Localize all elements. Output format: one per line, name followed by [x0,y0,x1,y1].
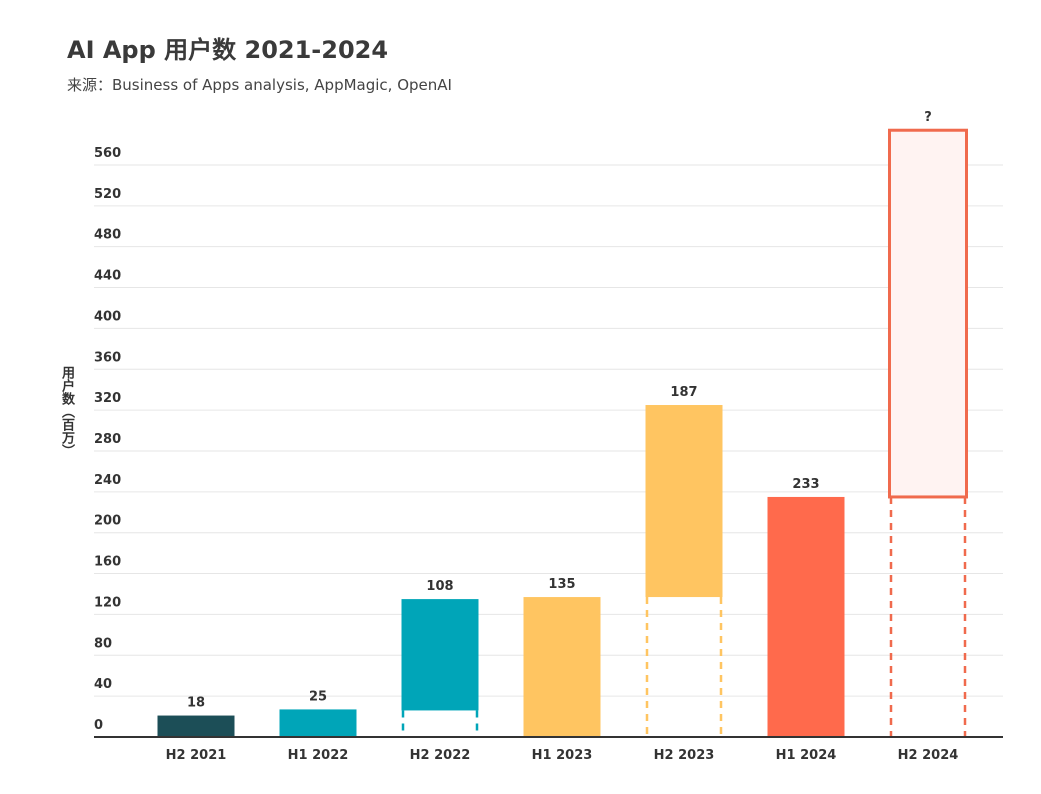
y-axis-label: 用户数（百万） [59,366,74,457]
bar [523,597,601,737]
y-tick-label: 40 [94,677,112,692]
bar [888,128,968,499]
y-tick-label: 240 [94,473,121,488]
x-tick-label: H1 2024 [776,748,837,763]
x-tick-label: H2 2021 [166,748,227,763]
chart-title: AI App 用户数 2021-2024 [67,36,389,64]
data-label: ? [924,110,932,125]
x-tick-label: H2 2022 [410,748,471,763]
y-tick-label: 80 [94,636,112,651]
x-tick-label: H2 2024 [898,748,959,763]
bar [645,405,723,598]
bar [279,709,357,737]
y-tick-label: 0 [94,718,103,733]
data-label: 233 [792,477,819,492]
y-tick-label: 560 [94,146,121,161]
data-label: 187 [670,385,697,400]
chart-subtitle: 来源：Business of Apps analysis, AppMagic, … [67,76,452,94]
data-label: 18 [187,696,205,711]
x-tick-label: H2 2023 [654,748,715,763]
y-tick-label: 320 [94,391,121,406]
bar [767,496,845,737]
x-tick-label: H1 2022 [288,748,349,763]
x-tick-label: H1 2023 [532,748,593,763]
bar [157,715,235,737]
y-tick-label: 520 [94,187,121,202]
y-tick-label: 120 [94,595,121,610]
y-tick-label: 440 [94,269,121,284]
y-tick-label: 280 [94,432,121,447]
y-tick-label: 160 [94,555,121,570]
data-label: 25 [309,689,327,704]
y-tick-label: 480 [94,228,121,243]
y-tick-label: 200 [94,514,121,529]
bar [401,599,479,711]
y-tick-label: 360 [94,350,121,365]
data-label: 108 [426,579,453,594]
y-tick-label: 400 [94,309,121,324]
data-label: 135 [548,577,575,592]
